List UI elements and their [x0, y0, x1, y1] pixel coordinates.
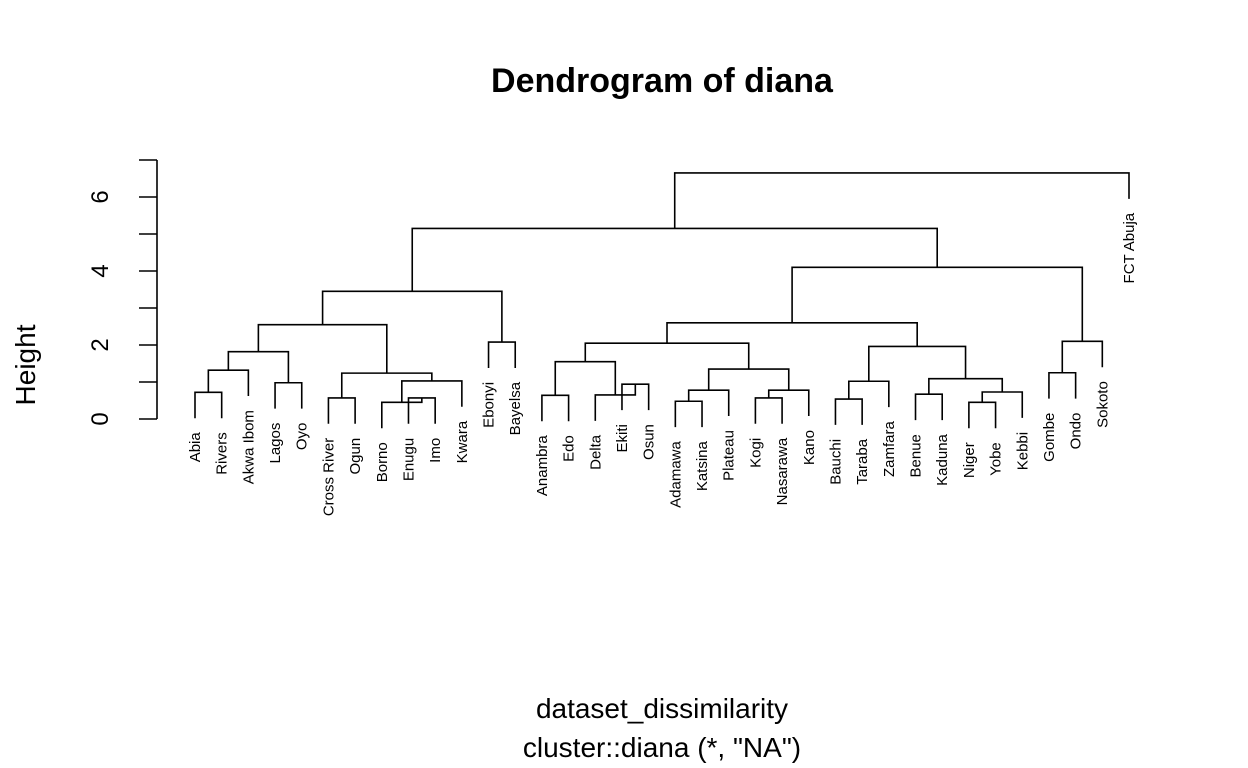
leaf-label: Ebonyi	[481, 382, 498, 428]
leaf-label: Osun	[641, 424, 658, 460]
dendrogram-link	[227, 350, 290, 383]
dendrogram-link	[194, 391, 223, 419]
dendrogram-link	[327, 397, 356, 424]
leaf-label: Plateau	[721, 430, 738, 481]
leaf-label: Zamfara	[881, 421, 898, 478]
dendrogram-link	[687, 389, 730, 417]
dendrogram-link	[791, 266, 1084, 342]
chart-subtitle: cluster::diana (*, "NA")	[523, 732, 801, 763]
y-axis-label: Height	[10, 324, 41, 405]
dendrogram-link	[257, 323, 388, 374]
dendrogram-tree	[194, 172, 1130, 429]
dendrogram-link	[968, 401, 997, 429]
leaf-label: Ekiti	[614, 424, 631, 452]
x-axis-label: dataset_dissimilarity	[536, 693, 788, 724]
leaf-label: Anambra	[534, 435, 551, 497]
leaf-label: Taraba	[854, 438, 871, 485]
dendrogram-link	[754, 397, 783, 424]
leaf-label: Kano	[801, 430, 818, 465]
leaf-label: Delta	[587, 434, 604, 470]
dendrogram-link	[767, 389, 810, 417]
leaf-label: Katsina	[694, 440, 711, 491]
dendrogram-link	[707, 368, 790, 391]
dendrogram-link	[381, 397, 423, 429]
leaf-label: Rivers	[214, 432, 231, 475]
leaf-label: FCT Abuja	[1121, 212, 1138, 283]
dendrogram-link	[584, 342, 750, 370]
leaf-label: Kebbi	[1014, 432, 1031, 470]
leaf-label: Lagos	[267, 423, 284, 464]
leaf-label: Kogi	[747, 438, 764, 468]
leaf-label: Oyo	[294, 423, 311, 451]
leaf-label: Kwara	[454, 420, 471, 463]
y-tick-label: 4	[87, 264, 114, 277]
dendrogram-link	[411, 227, 938, 292]
leaf-label: Yobe	[988, 442, 1005, 476]
y-tick-label: 0	[87, 412, 114, 425]
dendrogram-link	[487, 341, 517, 368]
leaf-label: Abia	[187, 432, 204, 463]
leaf-label: Ogun	[347, 438, 364, 475]
y-tick-label: 6	[87, 190, 114, 203]
dendrogram-link	[868, 345, 967, 382]
dendrogram-link	[673, 172, 1130, 229]
dendrogram-link	[340, 372, 433, 398]
leaf-label: Imo	[427, 438, 444, 463]
leaf-label: Kaduna	[934, 433, 951, 485]
dendrogram-link	[1048, 371, 1077, 399]
leaf-labels: Abia Rivers Akwa Ibom Lagos Oyo Cross River Og…	[187, 212, 1138, 516]
y-tick-label: 2	[87, 338, 114, 351]
leaf-label: Bauchi	[827, 439, 844, 485]
chart-title: Dendrogram of diana	[491, 62, 834, 100]
leaf-label: Benue	[908, 434, 925, 477]
leaf-label: Akwa Ibom	[240, 410, 257, 484]
dendrogram-link	[274, 381, 303, 409]
dendrogram-link	[541, 394, 570, 422]
leaf-label: Nasarawa	[774, 437, 791, 505]
dendrogram-link	[981, 391, 1024, 418]
dendrogram-link	[914, 393, 943, 421]
leaf-label: Bayelsa	[507, 381, 524, 435]
dendrogram-link	[674, 400, 703, 428]
dendrogram-link	[834, 398, 863, 425]
leaf-label: Enugu	[400, 438, 417, 481]
leaf-label: Gombe	[1041, 413, 1058, 462]
y-axis: 0 2 4 6	[87, 159, 158, 426]
leaf-label: Cross River	[320, 438, 337, 516]
leaf-label: Edo	[561, 435, 578, 462]
leaf-label: Ondo	[1068, 413, 1085, 450]
leaf-label: Borno	[374, 442, 391, 482]
dendrogram-link	[848, 380, 890, 408]
leaf-label: Niger	[961, 442, 978, 478]
dendrogram-link	[321, 290, 503, 343]
dendrogram-link	[1061, 340, 1104, 373]
dendrogram-link	[554, 360, 617, 396]
leaf-label: Adamawa	[667, 440, 684, 507]
leaf-label: Sokoto	[1094, 381, 1111, 428]
